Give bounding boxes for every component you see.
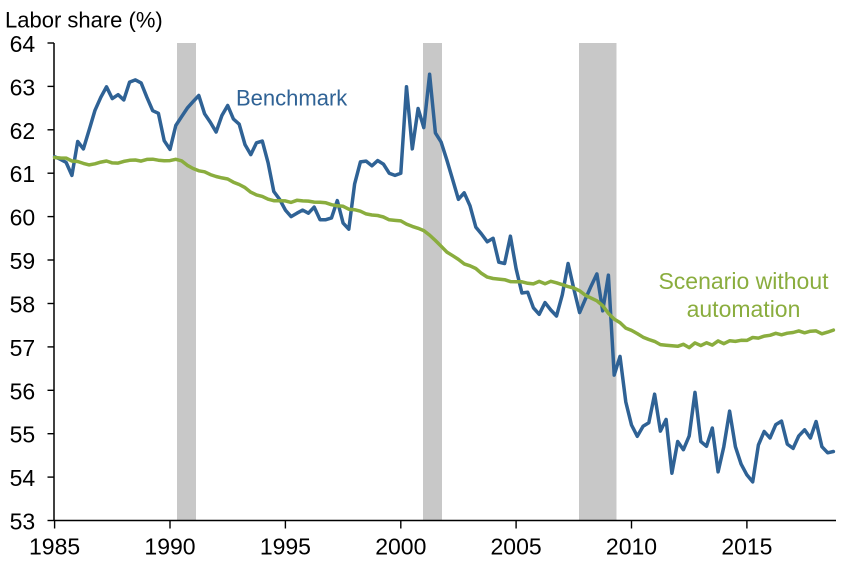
- svg-text:63: 63: [10, 74, 36, 100]
- svg-text:53: 53: [10, 509, 36, 535]
- svg-text:1995: 1995: [260, 534, 311, 560]
- svg-text:61: 61: [10, 161, 36, 187]
- svg-text:Benchmark: Benchmark: [236, 86, 348, 111]
- svg-text:Scenario without: Scenario without: [658, 268, 829, 294]
- svg-text:2000: 2000: [375, 534, 426, 560]
- svg-text:64: 64: [10, 31, 36, 57]
- svg-text:57: 57: [10, 335, 36, 361]
- svg-text:Labor share (%): Labor share (%): [5, 8, 163, 33]
- svg-text:56: 56: [10, 378, 36, 404]
- svg-text:58: 58: [10, 292, 36, 318]
- svg-text:1990: 1990: [144, 534, 195, 560]
- svg-text:60: 60: [10, 205, 36, 231]
- svg-text:2005: 2005: [491, 534, 542, 560]
- svg-text:55: 55: [10, 422, 36, 448]
- svg-text:54: 54: [10, 465, 36, 491]
- svg-text:62: 62: [10, 118, 36, 144]
- svg-text:2015: 2015: [721, 534, 772, 560]
- svg-text:59: 59: [10, 248, 36, 274]
- svg-text:1985: 1985: [29, 534, 80, 560]
- svg-text:2010: 2010: [606, 534, 657, 560]
- svg-text:automation: automation: [687, 296, 801, 322]
